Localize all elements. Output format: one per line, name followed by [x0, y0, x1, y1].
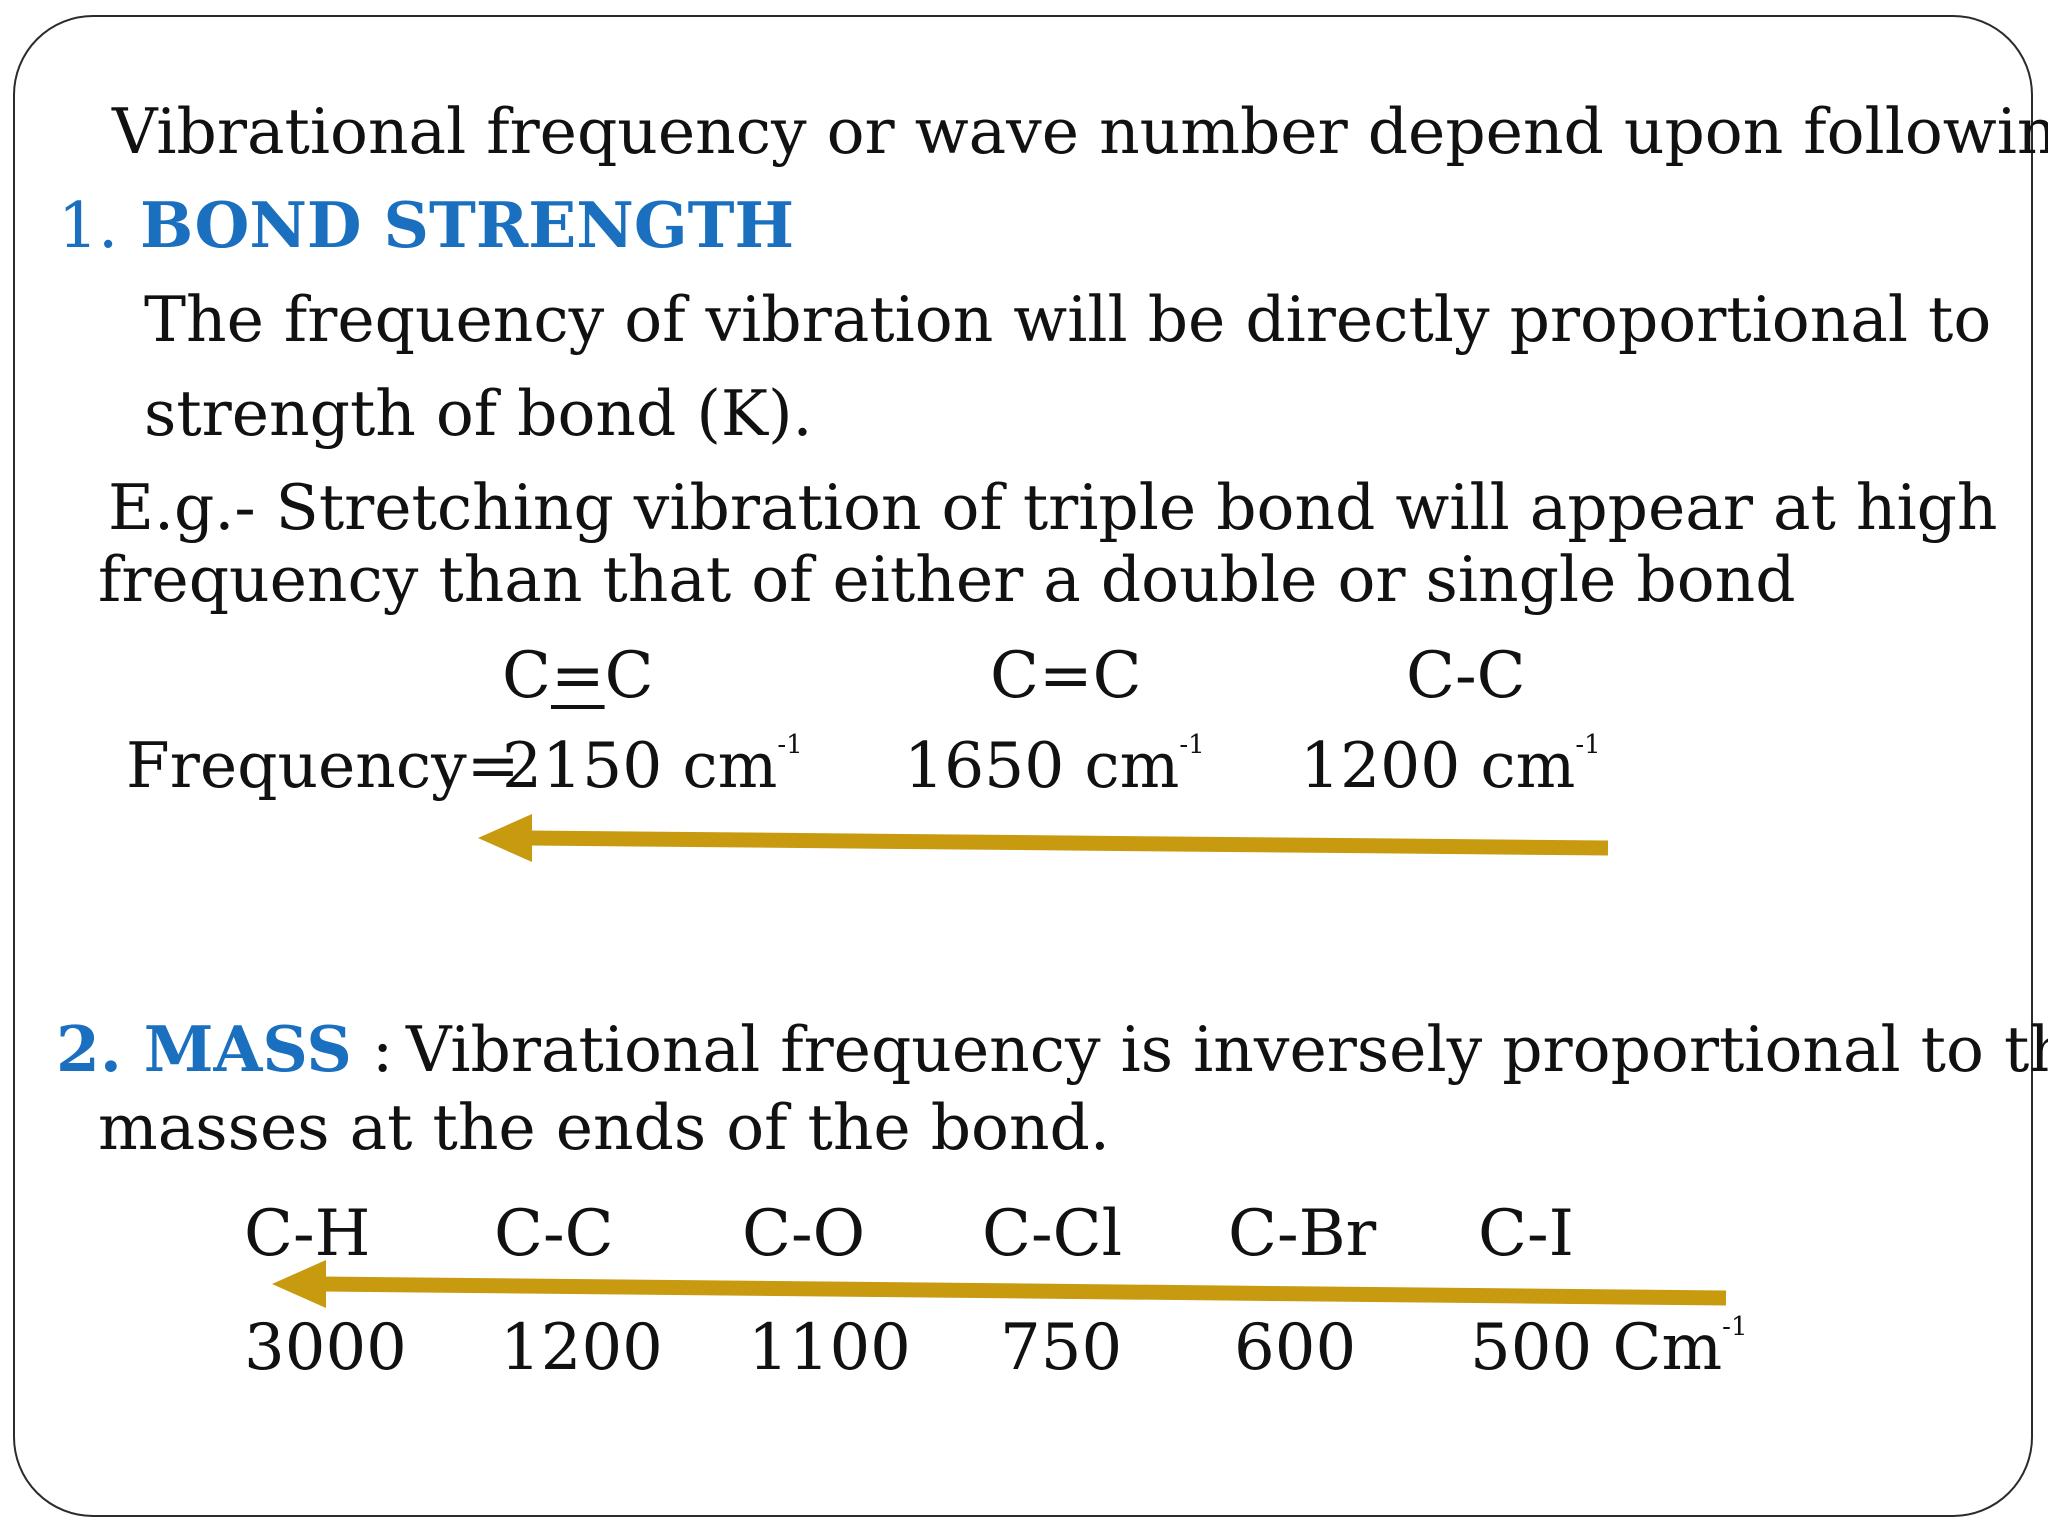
section1-title: BOND STRENGTH [140, 188, 795, 262]
section2-heading: 2. MASS : [56, 1012, 394, 1086]
mass-bond-co: C-O [742, 1197, 866, 1271]
section1-line1: The frequency of vibration will be direc… [144, 283, 1992, 356]
frequency-label: Frequency= [126, 729, 520, 802]
mass-value-ci: 500 Cm-1 [1470, 1311, 1748, 1385]
mass-bond-cbr: C-Br [1228, 1197, 1377, 1271]
frequency-single: 1200 cm-1 [1300, 729, 1601, 802]
section1-heading: 1. BOND STRENGTH [58, 194, 794, 258]
mass-value-cbr: 600 [1234, 1311, 1357, 1385]
mass-bond-cc: C-C [494, 1197, 614, 1271]
section1-line2: strength of bond (K). [144, 377, 813, 450]
intro-text: Vibrational frequency or wave number dep… [112, 95, 2048, 168]
mass-bond-ccl: C-Cl [982, 1197, 1123, 1271]
mass-value-ccl: 750 [1000, 1311, 1123, 1385]
increase-arrow-2 [272, 1260, 1727, 1308]
slide-frame [13, 15, 2033, 1517]
frequency-triple: 2150 cm-1 [502, 729, 803, 802]
frequency-double: 1650 cm-1 [904, 729, 1205, 802]
bond-single: C-C [1406, 639, 1526, 713]
example-line2: frequency than that of either a double o… [98, 543, 1796, 616]
mass-value-ch: 3000 [244, 1311, 407, 1385]
section2-line1: Vibrational frequency is inversely propo… [406, 1013, 2048, 1086]
mass-bond-ch: C-H [244, 1197, 371, 1271]
section2-line2: masses at the ends of the bond. [98, 1091, 1110, 1164]
triple-bond-symbol: = [550, 639, 605, 713]
bond-double: C=C [990, 639, 1142, 713]
mass-value-co: 1100 [748, 1311, 911, 1385]
mass-bond-ci: C-I [1478, 1197, 1574, 1271]
section1-number: 1. [58, 189, 119, 262]
increase-arrow-1 [478, 814, 1609, 862]
section2-title: 2. MASS [56, 1012, 352, 1086]
bond-triple: C=C [502, 639, 654, 713]
example-line1: E.g.- Stretching vibration of triple bon… [108, 471, 1998, 544]
mass-value-cc: 1200 [500, 1311, 663, 1385]
